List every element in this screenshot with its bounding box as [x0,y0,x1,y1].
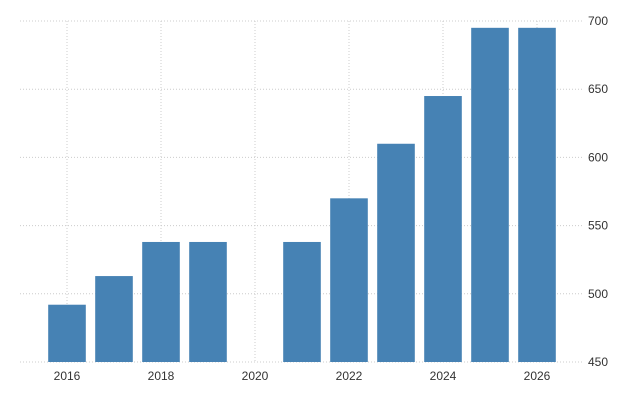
bar-2021 [283,241,321,362]
bar-2025 [471,27,509,362]
bar-2023 [377,143,415,362]
y-axis-ticks: 450 500 550 600 650 700 [588,14,608,369]
x-tick-label: 2016 [54,369,81,383]
bar-2024 [424,96,462,363]
bar-2019 [189,241,227,362]
x-tick-label: 2024 [430,369,457,383]
y-tick-label: 600 [588,150,608,164]
y-tick-label: 550 [588,219,608,233]
x-tick-label: 2022 [336,369,363,383]
bars [48,27,556,363]
bar-2026 [518,27,556,362]
bar-2016 [48,304,86,362]
y-tick-label: 450 [588,355,608,369]
y-tick-label: 700 [588,14,608,28]
y-tick-label: 650 [588,82,608,96]
bar-2022 [330,198,368,362]
bar-2018 [142,241,180,362]
x-axis-ticks: 2016 2018 2020 2022 2024 2026 [54,369,551,383]
x-tick-label: 2026 [524,369,551,383]
y-tick-label: 500 [588,287,608,301]
x-tick-label: 2018 [148,369,175,383]
x-tick-label: 2020 [242,369,269,383]
bar-2017 [95,276,133,362]
